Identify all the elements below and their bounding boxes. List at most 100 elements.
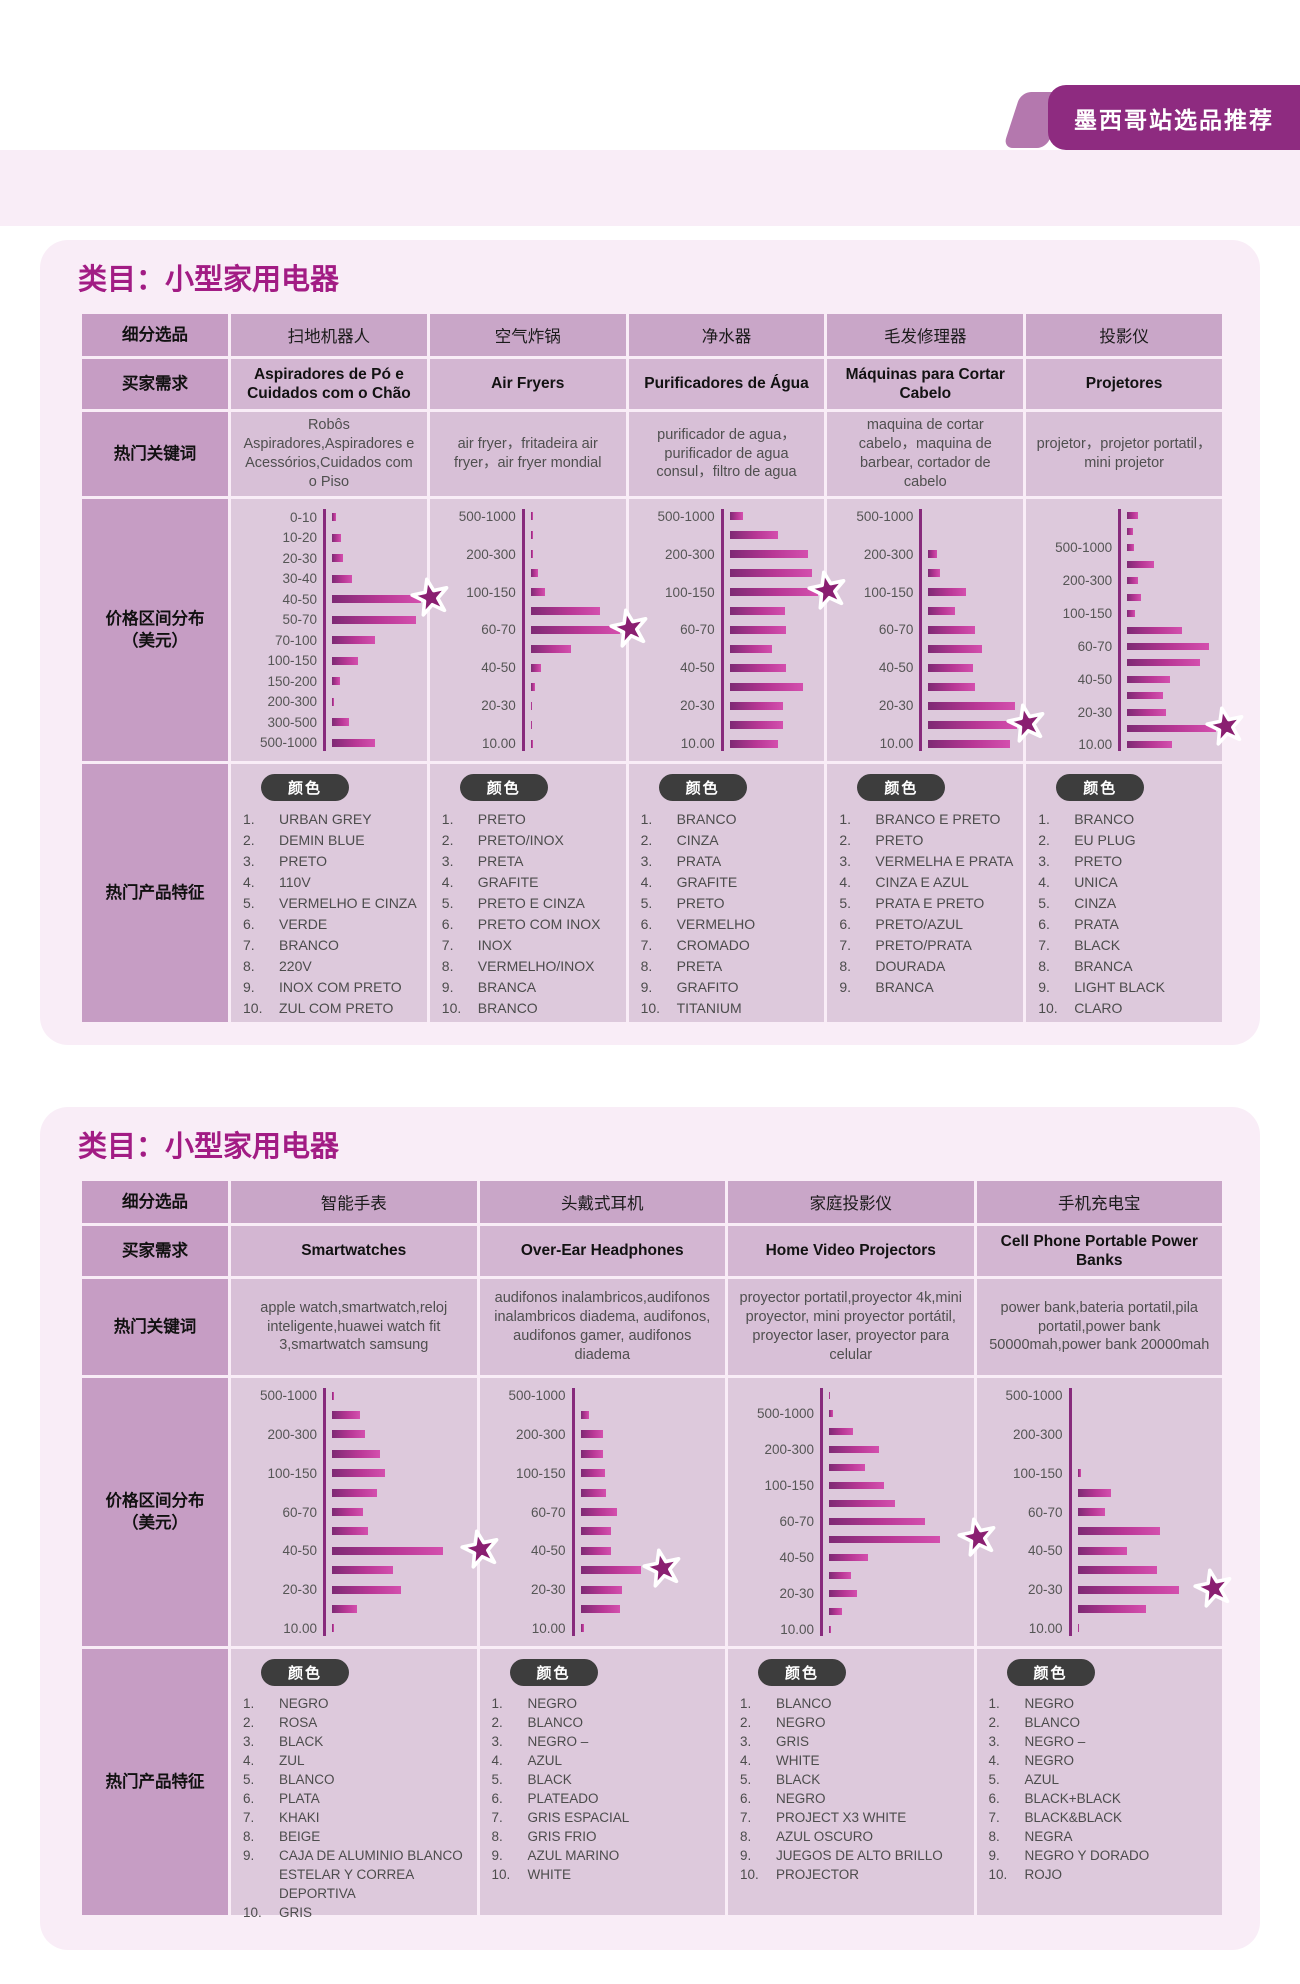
price-bar xyxy=(580,1469,605,1478)
price-bar-area xyxy=(329,1464,477,1483)
price-bar xyxy=(580,1546,612,1555)
price-bucket-label: 200-300 xyxy=(1012,1426,1063,1442)
price-bar xyxy=(530,739,534,748)
price-bar-area xyxy=(578,1599,726,1618)
price-bar-row xyxy=(728,1602,974,1620)
feature-item-label: LIGHT BLACK xyxy=(1074,979,1165,995)
price-bar-row: 20-30 xyxy=(480,1580,726,1599)
feature-item-number: 10. xyxy=(491,1867,511,1882)
price-distribution-chart: 500-1000 200-300 100-150 60-70 40-50 20-30 10.… xyxy=(628,499,846,761)
feature-item: 1. BRANCO E PRETO xyxy=(827,809,1023,830)
feature-item: 9. CAJA DE ALUMINIO BLANCO ESTELAR Y CORR… xyxy=(231,1846,477,1903)
price-bar-row: 200-300 xyxy=(827,545,1023,564)
price-bucket-label: 500-1000 xyxy=(756,1405,814,1421)
feature-item: 1. BRANCO xyxy=(629,809,825,830)
price-bar-row xyxy=(629,602,825,621)
row-label-price-distribution: 价格区间分布 （美元） xyxy=(82,499,228,761)
feature-item: 7. KHAKI xyxy=(231,1808,477,1827)
price-bar-area xyxy=(1075,1444,1223,1463)
buyer-need-cell: Máquinas para Cortar Cabelo xyxy=(827,359,1024,409)
price-bar xyxy=(530,720,532,729)
feature-item-label: NEGRO – xyxy=(1024,1734,1086,1749)
price-bar-row: 20-30 xyxy=(231,548,427,569)
chart-rows: 500-1000 200-300 100-150 60-70 40-50 20-30 10.… xyxy=(629,499,846,761)
price-bar xyxy=(928,607,956,616)
feature-item: 7. PROJECT X3 WHITE xyxy=(728,1808,974,1827)
price-distribution-chart: 500-1000 200-300 100-150 60-70 40-50 20-30 10.… xyxy=(231,1378,498,1646)
price-bucket-label: 20-30 xyxy=(530,1582,566,1598)
feature-item-number: 9. xyxy=(243,1848,255,1863)
price-bar-row: 500-1000 xyxy=(629,507,825,526)
price-bar-area xyxy=(578,1425,726,1444)
feature-item-label: AZUL MARINO xyxy=(527,1848,620,1863)
feature-item: 2. ROSA xyxy=(231,1713,477,1732)
price-bucket-label: 200-300 xyxy=(267,1426,317,1442)
price-bar xyxy=(829,1517,926,1525)
feature-item-label: DOURADA xyxy=(875,958,946,974)
feature-item-number: 8. xyxy=(839,958,852,974)
price-bar-row: 40-50 xyxy=(1026,671,1222,687)
price-bar-row xyxy=(430,564,626,583)
price-bar-area xyxy=(329,1405,477,1424)
chart-rows: 500-1000 200-300 100-150 60-70 40-50 20-30 10.… xyxy=(827,499,1045,761)
price-bar-row: 20-30 xyxy=(827,696,1023,715)
feature-item-number: 7. xyxy=(243,937,255,953)
price-bar xyxy=(729,682,804,691)
price-bar-row xyxy=(827,677,1023,696)
chart-rows: 500-1000 200-300 100-150 60-70 40-50 20-30 10.… xyxy=(430,499,648,761)
price-bucket-label: 40-50 xyxy=(878,660,914,676)
feature-item: 6. VERMELHO xyxy=(629,914,825,935)
price-bar-area xyxy=(727,564,825,583)
price-bar-row xyxy=(728,1517,995,1557)
category-table-1: 细分选品 扫地机器人 空气炸锅 净水器 毛发修理器 投影仪 买家需求 Aspiradores … xyxy=(82,314,1244,1022)
price-bar-row: 500-1000 xyxy=(977,1386,1223,1405)
feature-item-number: 6. xyxy=(441,916,454,932)
price-bar-area xyxy=(578,1483,726,1502)
price-bar-area xyxy=(826,1620,974,1638)
price-bar-area xyxy=(1124,687,1222,703)
price-bar-row: 40-50 xyxy=(728,1548,974,1566)
price-bar-area xyxy=(528,639,626,658)
price-bar-row: 500-1000 xyxy=(430,507,626,526)
price-bucket-label: 20-30 xyxy=(1077,704,1113,720)
feature-item-number: 4. xyxy=(988,1753,1000,1768)
price-axis xyxy=(521,509,525,751)
price-bar xyxy=(928,739,1011,748)
price-bar xyxy=(332,1527,369,1536)
feature-item-number: 3. xyxy=(491,1734,503,1749)
price-bar xyxy=(580,1566,642,1575)
feature-item: 6. NEGRO xyxy=(728,1789,974,1808)
feature-item-label: PROJECT X3 WHITE xyxy=(776,1810,907,1825)
price-bar-row xyxy=(827,703,1045,743)
feature-item: 1. BRANCO xyxy=(1026,809,1222,830)
feature-item-label: BLANCO xyxy=(527,1715,584,1730)
column-header: 手机充电宝 xyxy=(976,1181,1222,1223)
price-bar-area xyxy=(1075,1619,1223,1638)
price-bar xyxy=(1127,692,1163,700)
feature-item: 7. GRIS ESPACIAL xyxy=(480,1808,726,1827)
price-bar-area xyxy=(578,1580,726,1599)
feature-item: 10. GRIS xyxy=(231,1903,477,1922)
price-bar-area xyxy=(1124,605,1222,621)
price-bar xyxy=(332,513,337,522)
price-bar xyxy=(332,1391,335,1400)
price-bar-row xyxy=(231,1599,477,1618)
price-distribution-chart: 500-1000 200-300 100-150 60-70 40-50 20-30 10.… xyxy=(479,1378,726,1646)
row-label-buyer-need: 买家需求 xyxy=(82,359,228,409)
price-bar-row xyxy=(977,1444,1223,1463)
feature-list-cell: 颜色 1. URBAN GREY 2. DEMIN BLUE 3. PRETO 4. 110V 5… xyxy=(231,764,427,1022)
color-badge: 颜色 xyxy=(1056,774,1145,801)
feature-item-number: 7. xyxy=(243,1810,255,1825)
price-bar xyxy=(530,569,538,578)
price-bar-row: 60-70 xyxy=(629,621,825,640)
feature-item: 3. GRIS xyxy=(728,1732,974,1751)
feature-item-label: PRATA xyxy=(1074,916,1119,932)
price-bar-area xyxy=(528,545,626,564)
price-bucket-label: 40-50 xyxy=(1077,671,1113,687)
price-bar-area xyxy=(1124,704,1222,720)
price-bar-area xyxy=(329,507,427,528)
feature-item-label: PRETO E CINZA xyxy=(477,895,585,911)
price-bar-row xyxy=(977,1560,1223,1579)
feature-item-number: 5. xyxy=(243,895,255,911)
price-bar-row: 100-150 xyxy=(231,651,427,672)
